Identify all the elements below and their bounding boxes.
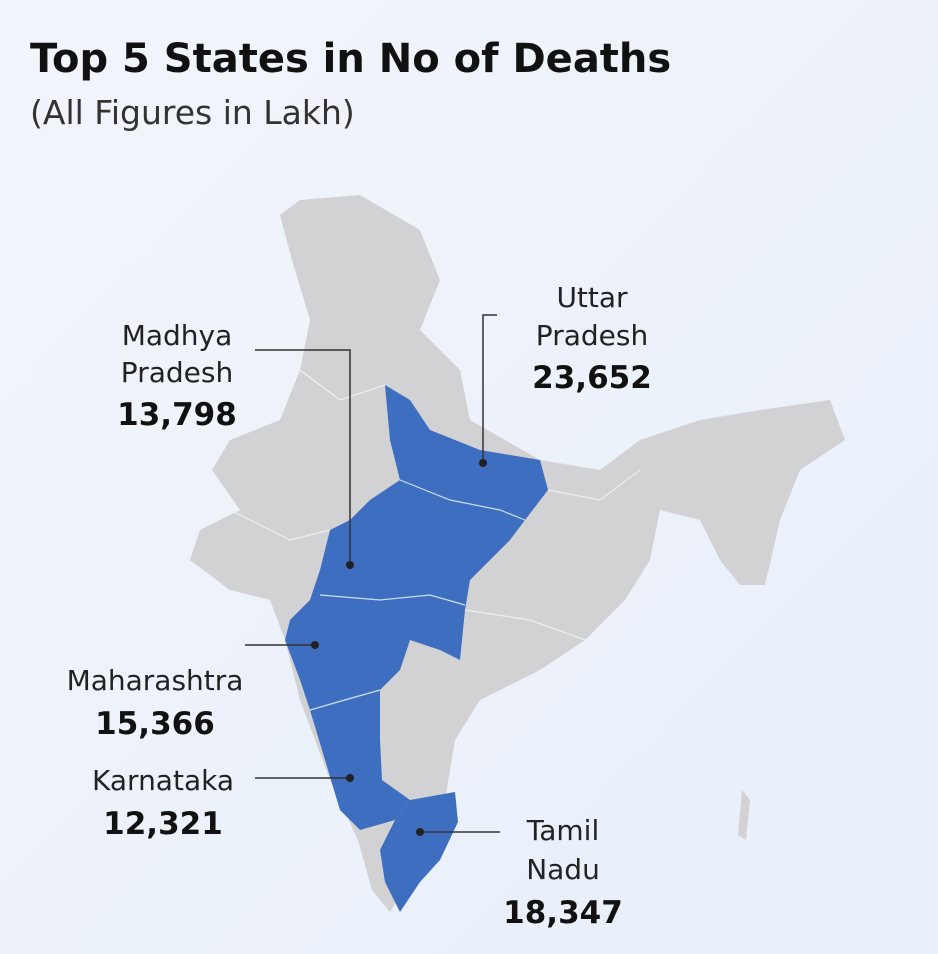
state-value: 12,321 — [103, 806, 223, 842]
state-value: 15,366 — [95, 706, 215, 742]
subtitle: (All Figures in Lakh) — [30, 93, 355, 132]
state-border — [299, 369, 386, 401]
leader-line — [255, 349, 351, 565]
labels: Madhya Pradesh 13,798 Uttar Pradesh 23,6… — [67, 281, 652, 931]
state-value: 23,652 — [532, 360, 652, 396]
state-name: Madhya — [122, 319, 233, 352]
state-name: Uttar — [556, 281, 628, 314]
state-name: Tamil — [526, 814, 599, 847]
leader-line — [482, 314, 497, 463]
leader-dot — [346, 561, 354, 569]
leader-dot — [311, 641, 319, 649]
state-name: Pradesh — [121, 356, 233, 389]
island — [738, 790, 750, 840]
state-border — [399, 479, 526, 521]
state-border — [229, 509, 331, 541]
leader-dot — [346, 774, 354, 782]
leaders — [245, 314, 500, 836]
state-border — [319, 594, 466, 606]
leader-dot — [416, 828, 424, 836]
state-border — [547, 469, 641, 501]
state-name: Karnataka — [92, 764, 234, 797]
leader-dot — [479, 459, 487, 467]
state-name: Pradesh — [536, 319, 648, 352]
state-border — [464, 609, 586, 641]
state-name: Nadu — [526, 853, 600, 886]
state-name: Maharashtra — [67, 664, 244, 697]
title: Top 5 States in No of Deaths — [30, 36, 671, 82]
state-value: 13,798 — [117, 397, 237, 433]
state-value: 18,347 — [503, 895, 623, 931]
highlight-tamil-nadu — [380, 792, 458, 912]
state-border — [309, 689, 381, 711]
highlight-karnataka — [310, 690, 410, 830]
